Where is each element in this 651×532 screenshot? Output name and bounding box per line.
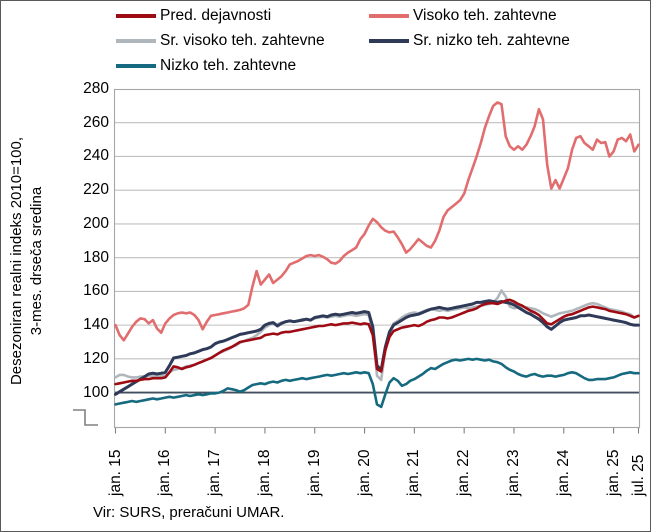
legend-line-swatch-red [116, 14, 156, 18]
y-axis-title-line2: 3-mes. drseča sredina [28, 186, 45, 336]
legend-item-visoko: Visoko teh. zahtevne [369, 8, 557, 24]
y-tick-label: 240 [83, 147, 109, 165]
y-tick-label: 220 [83, 181, 109, 199]
y-axis-title-line1: Desezoniran realni indeks 2010=100, [8, 136, 25, 386]
y-axis-title: Desezoniran realni indeks 2010=100, 3-me… [7, 89, 49, 433]
legend-line-swatch-teal [116, 64, 156, 68]
legend-line-swatch-salmon [369, 14, 409, 18]
legend-label: Sr. visoko teh. zahtevne [160, 32, 325, 49]
legend-line-swatch-navy [369, 39, 409, 43]
y-tick-label: 180 [83, 248, 109, 266]
legend-label: Visoko teh. zahtevne [413, 7, 557, 24]
x-tick-label: jan. 20 [355, 449, 373, 496]
legend-line-swatch-gray [116, 39, 156, 43]
legend-label: Sr. nizko teh. zahtevne [413, 32, 570, 49]
x-tick-label: jan. 18 [255, 449, 273, 496]
y-tick-label: 200 [83, 214, 109, 232]
x-tick-label: jan. 25 [604, 449, 622, 496]
x-tick-label: jan. 17 [206, 449, 224, 496]
y-tick-label: 140 [83, 316, 109, 334]
x-tick-label: jan. 16 [156, 449, 174, 496]
y-tick-label: 280 [83, 80, 109, 97]
x-tick-label: jan. 22 [455, 449, 473, 496]
x-tick-label: jan. 21 [405, 449, 423, 496]
y-tick-label: 160 [83, 282, 109, 300]
legend-item-pred-dejavnosti: Pred. dejavnosti [116, 8, 271, 24]
legend-item-nizko: Nizko teh. zahtevne [116, 58, 296, 74]
y-tick-label: 120 [83, 349, 109, 367]
line-series-teal [114, 357, 640, 409]
y-tick-label: 100 [83, 383, 109, 401]
x-tick-label: jan. 23 [504, 449, 522, 496]
legend-label: Pred. dejavnosti [160, 7, 272, 24]
x-tick-label: jan. 15 [106, 449, 124, 496]
line-series-red [114, 298, 640, 386]
x-tick-label: jan. 19 [305, 449, 323, 496]
legend-item-sr-nizko: Sr. nizko teh. zahtevne [369, 33, 570, 49]
axis-break-icon [73, 409, 98, 426]
source-note: Vir: SURS, preračuni UMAR. [93, 504, 285, 521]
line-series-salmon [114, 101, 640, 342]
legend-item-sr-visoko: Sr. visoko teh. zahtevne [116, 33, 325, 49]
plot-area [113, 88, 641, 434]
x-tick-label: jul. 25 [629, 454, 647, 496]
legend-label: Nizko teh. zahtevne [160, 57, 297, 74]
x-tick-label: jan. 24 [554, 449, 572, 496]
y-tick-label: 260 [83, 113, 109, 131]
